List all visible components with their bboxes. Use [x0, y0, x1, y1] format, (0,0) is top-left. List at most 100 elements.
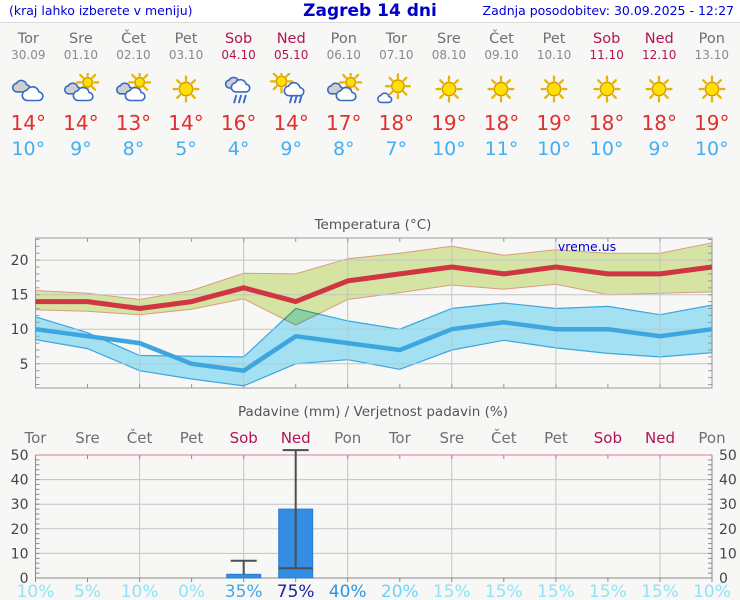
forecast-day: Čet 02.10 13° 8° — [107, 26, 160, 176]
sunny-icon — [686, 73, 739, 107]
svg-text:30: 30 — [719, 497, 737, 513]
high-temp: 19° — [431, 111, 467, 135]
forecast-day: Ned 05.10 14° 9° — [265, 26, 318, 176]
day-date: 10.10 — [536, 48, 572, 62]
day-name: Sre — [68, 31, 93, 47]
last-updated: Zadnja posodobitev: 30.09.2025 - 12:27 — [482, 3, 734, 18]
high-temp: 14° — [168, 111, 204, 135]
day-date: 01.10 — [63, 48, 99, 62]
partly-cloudy-icon — [107, 73, 160, 107]
low-temp: 8° — [122, 138, 145, 160]
forecast-day: Tor 07.10 18° 7° — [370, 26, 423, 176]
svg-text:20: 20 — [11, 253, 29, 269]
svg-text:35%: 35% — [225, 582, 263, 600]
cloudy-icon — [2, 73, 55, 107]
day-name: Tor — [385, 31, 407, 47]
svg-text:20: 20 — [719, 522, 737, 538]
temp-y-labels: 5 10 15 20 — [11, 253, 29, 373]
day-name: Pon — [330, 31, 357, 47]
forecast-day: Sre 08.10 19° 10° — [423, 26, 476, 176]
low-temp: 10° — [694, 138, 729, 160]
low-temp: 9° — [280, 138, 302, 160]
svg-text:15: 15 — [11, 288, 29, 304]
low-temp: 9° — [648, 138, 671, 160]
svg-text:0: 0 — [719, 571, 728, 587]
svg-text:50: 50 — [719, 448, 737, 464]
high-temp: 19° — [694, 111, 730, 135]
day-date: 30.09 — [11, 48, 46, 62]
sunny-icon — [423, 73, 476, 107]
svg-text:Tor: Tor — [388, 429, 412, 447]
low-temp: 10° — [11, 138, 46, 160]
precip-axes — [35, 455, 713, 579]
low-temp: 5° — [175, 138, 197, 160]
precip-chart-title: Padavine (mm) / Verjetnost padavin (%) — [238, 404, 508, 420]
day-name: Čet — [489, 31, 514, 47]
svg-text:0: 0 — [20, 571, 29, 587]
precip-probability-labels: 10% 5% 10% 0% 35% 75% 40% 20% 15% 15% 15% 15% 15% 10% — [17, 582, 731, 600]
svg-text:Sre: Sre — [440, 429, 465, 447]
high-temp: 17° — [326, 111, 362, 135]
svg-text:40: 40 — [719, 473, 737, 489]
forecast-day: Pet 10.10 19° 10° — [528, 26, 581, 176]
forecast-day: Sob 04.10 16° 4° — [212, 26, 265, 176]
sunny-icon — [528, 73, 581, 107]
svg-text:Čet: Čet — [491, 428, 517, 447]
day-name: Ned — [276, 31, 306, 47]
precip-top-ticks — [35, 455, 713, 459]
svg-text:10%: 10% — [17, 582, 55, 600]
svg-text:20%: 20% — [381, 582, 419, 600]
temp-chart-title: Temperatura (°C) — [314, 217, 432, 233]
svg-text:15%: 15% — [485, 582, 523, 600]
svg-text:15%: 15% — [641, 582, 679, 600]
svg-text:10: 10 — [11, 546, 29, 562]
day-name: Pet — [542, 31, 566, 47]
svg-text:Pon: Pon — [334, 429, 361, 447]
partly-cloudy-icon — [317, 73, 370, 107]
svg-text:15%: 15% — [433, 582, 471, 600]
day-name: Sre — [437, 31, 461, 47]
sunny-icon — [580, 73, 633, 107]
svg-text:15%: 15% — [537, 582, 575, 600]
low-temp: 9° — [70, 138, 92, 160]
svg-text:Ned: Ned — [645, 429, 675, 447]
low-temp: 11° — [484, 138, 519, 160]
temp-bands — [34, 242, 713, 387]
day-date: 04.10 — [221, 48, 256, 62]
precipitation-chart: Padavine (mm) / Verjetnost padavin (%) To… — [11, 404, 737, 600]
day-name: Sob — [224, 31, 253, 47]
precip-bar — [226, 573, 262, 579]
low-temp: 8° — [332, 138, 355, 160]
day-date: 12.10 — [642, 48, 677, 62]
svg-text:40: 40 — [11, 473, 29, 489]
day-name: Pon — [698, 31, 725, 47]
sunny-icon — [633, 73, 686, 107]
svg-text:50: 50 — [11, 448, 29, 464]
page-title: Zagreb 14 dni — [303, 1, 437, 21]
day-date: 06.10 — [326, 48, 361, 62]
day-date: 13.10 — [694, 48, 729, 62]
forecast-day: Tor 30.09 14° 10° — [2, 26, 55, 176]
temp-ticks — [35, 238, 713, 388]
forecast-day: Pon 06.10 17° 8° — [317, 26, 370, 176]
svg-text:Sob: Sob — [594, 429, 622, 447]
svg-text:10: 10 — [719, 546, 737, 562]
day-name: Tor — [17, 31, 39, 47]
precip-day-labels: Tor Sre Čet Pet Sob Ned Pon Tor Sre Čet Pet Sob Ned P… — [24, 428, 726, 447]
forecast-day: Sob 11.10 18° 10° — [580, 26, 633, 176]
precip-minor-ticks — [35, 459, 713, 582]
day-name: Pet — [174, 31, 198, 47]
forecast-day: Pon 13.10 19° 10° — [686, 26, 739, 176]
svg-text:10%: 10% — [121, 582, 159, 600]
day-name: Čet — [121, 31, 146, 47]
svg-text:Ned: Ned — [281, 429, 311, 447]
svg-text:10%: 10% — [693, 582, 731, 600]
high-temp: 18° — [378, 111, 415, 135]
temp-plot-border — [35, 237, 713, 389]
svg-text:Sob: Sob — [230, 429, 258, 447]
sunny-icon — [160, 73, 213, 107]
min-temp-line — [35, 320, 713, 373]
forecast-strip: Tor 30.09 14° 10° Sre 01.10 14° 9° Čet 02.10 13°… — [2, 26, 738, 176]
precip-whiskers — [230, 449, 313, 575]
